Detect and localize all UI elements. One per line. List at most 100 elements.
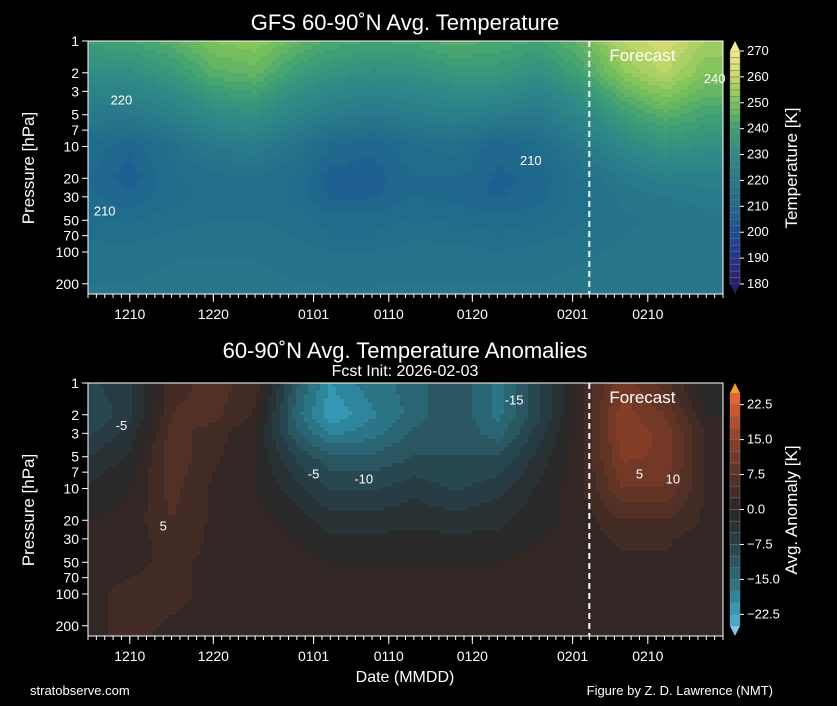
heatmap-cell xyxy=(252,49,257,54)
heatmap-cell xyxy=(116,85,121,90)
heatmap-cell xyxy=(304,145,309,150)
heatmap-cell xyxy=(164,57,169,62)
heatmap-cell xyxy=(144,97,149,102)
heatmap-cell xyxy=(92,121,97,126)
heatmap-cell xyxy=(228,77,233,82)
heatmap-cell xyxy=(104,181,109,186)
heatmap-cell xyxy=(196,237,201,242)
heatmap-cell xyxy=(188,225,193,230)
heatmap-cell xyxy=(276,209,281,214)
heatmap-cell xyxy=(364,165,369,170)
heatmap-cell xyxy=(396,229,401,234)
heatmap-cell xyxy=(368,225,373,230)
heatmap-cell xyxy=(336,177,341,182)
heatmap-cell xyxy=(344,125,349,130)
heatmap-cell xyxy=(200,89,205,94)
heatmap-cell xyxy=(380,213,385,218)
heatmap-cell xyxy=(228,229,233,234)
heatmap-cell xyxy=(272,241,277,246)
heatmap-cell xyxy=(396,281,401,286)
heatmap-cell xyxy=(328,173,333,178)
heatmap-cell xyxy=(140,61,145,66)
heatmap-cell xyxy=(340,101,345,106)
heatmap-cell xyxy=(144,69,149,74)
heatmap-cell xyxy=(288,205,293,210)
heatmap-cell xyxy=(140,173,145,178)
heatmap-cell xyxy=(240,233,245,238)
heatmap-cell xyxy=(344,69,349,74)
heatmap-cell xyxy=(352,89,357,94)
heatmap-cell xyxy=(140,185,145,190)
heatmap-cell xyxy=(108,233,113,238)
heatmap-cell xyxy=(164,49,169,54)
heatmap-cell xyxy=(296,145,301,150)
heatmap-cell xyxy=(320,185,325,190)
heatmap-cell xyxy=(224,205,229,210)
heatmap-cell xyxy=(332,265,337,270)
heatmap-cell xyxy=(172,93,177,98)
heatmap-cell xyxy=(384,169,389,174)
heatmap-cell xyxy=(228,153,233,158)
heatmap-cell xyxy=(344,253,349,258)
heatmap-cell xyxy=(384,277,389,282)
heatmap-cell xyxy=(384,113,389,118)
heatmap-cell xyxy=(88,97,93,102)
heatmap-cell xyxy=(304,149,309,154)
heatmap-cell xyxy=(268,213,273,218)
heatmap-cell xyxy=(204,157,209,162)
heatmap-cell xyxy=(152,153,157,158)
heatmap-cell xyxy=(268,229,273,234)
heatmap-cell xyxy=(304,265,309,270)
heatmap-cell xyxy=(252,41,257,46)
heatmap-cell xyxy=(340,237,345,242)
heatmap-cell xyxy=(348,197,353,202)
heatmap-cell xyxy=(124,145,129,150)
heatmap-cell xyxy=(352,161,357,166)
heatmap-cell xyxy=(168,269,173,274)
heatmap-cell xyxy=(376,121,381,126)
heatmap-cell xyxy=(120,81,125,86)
heatmap-cell xyxy=(352,141,357,146)
heatmap-cell xyxy=(260,45,265,50)
heatmap-cell xyxy=(148,277,153,282)
heatmap-cell xyxy=(124,237,129,242)
heatmap-cell xyxy=(108,201,113,206)
heatmap-cell xyxy=(284,229,289,234)
heatmap-cell xyxy=(176,213,181,218)
heatmap-cell xyxy=(208,233,213,238)
heatmap-cell xyxy=(116,41,121,46)
heatmap-cell xyxy=(220,157,225,162)
heatmap-cell xyxy=(120,137,125,142)
heatmap-cell xyxy=(288,73,293,78)
heatmap-cell xyxy=(220,101,225,106)
heatmap-cell xyxy=(200,69,205,74)
heatmap-cell xyxy=(236,237,241,242)
heatmap-cell xyxy=(160,193,165,198)
heatmap-cell xyxy=(292,85,297,90)
heatmap-cell xyxy=(100,49,105,54)
heatmap-cell xyxy=(220,277,225,282)
heatmap-cell xyxy=(200,241,205,246)
heatmap-cell xyxy=(296,41,301,46)
heatmap-cell xyxy=(376,277,381,282)
heatmap-cell xyxy=(184,281,189,286)
heatmap-cell xyxy=(184,189,189,194)
heatmap-cell xyxy=(236,269,241,274)
heatmap-cell xyxy=(324,285,329,290)
heatmap-cell xyxy=(92,41,97,46)
heatmap-cell xyxy=(184,141,189,146)
heatmap-cell xyxy=(140,81,145,86)
heatmap-cell xyxy=(116,189,121,194)
heatmap-cell xyxy=(364,193,369,198)
heatmap-cell xyxy=(120,161,125,166)
heatmap-cell xyxy=(352,209,357,214)
heatmap-cell xyxy=(384,49,389,54)
heatmap-cell xyxy=(232,289,237,294)
heatmap-cell xyxy=(216,97,221,102)
heatmap-cell xyxy=(256,277,261,282)
heatmap-cell xyxy=(316,265,321,270)
heatmap-cell xyxy=(312,89,317,94)
heatmap-cell xyxy=(336,285,341,290)
heatmap-cell xyxy=(288,249,293,254)
heatmap-cell xyxy=(276,213,281,218)
